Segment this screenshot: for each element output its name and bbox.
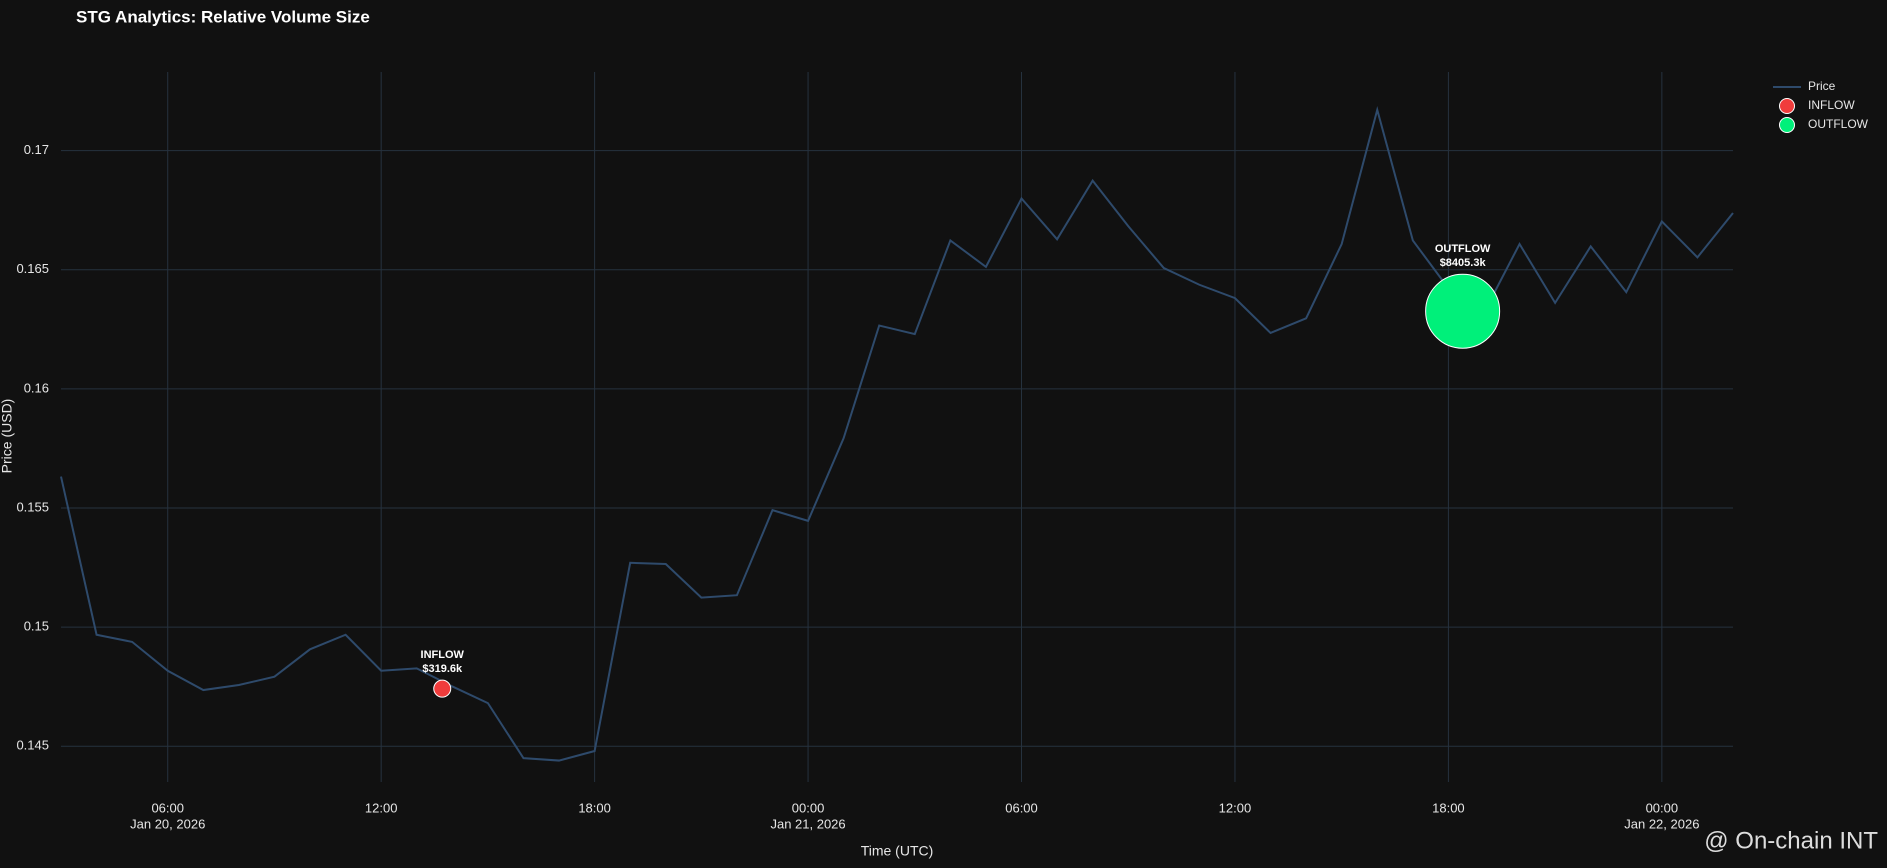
bubble-label: $319.6k (422, 663, 463, 675)
volume-bubble (433, 679, 452, 698)
y-tick-label: 0.155 (16, 499, 49, 514)
bubble-label: $8405.3k (1440, 257, 1487, 269)
x-axis-label: Time (UTC) (861, 843, 934, 859)
legend-label: INFLOW (1808, 98, 1855, 112)
y-tick-label: 0.15 (24, 619, 49, 634)
y-tick-label: 0.165 (16, 261, 49, 276)
x-tick-label: 18:00 (578, 800, 611, 815)
x-tick-date: Jan 22, 2026 (1624, 816, 1699, 831)
legend-label: OUTFLOW (1808, 117, 1869, 131)
watermark: @ On-chain INT (1704, 827, 1878, 854)
x-tick-label: 00:00 (1646, 800, 1679, 815)
legend-swatch (1779, 117, 1795, 133)
x-tick-label: 06:00 (151, 800, 184, 815)
bubble-name: OUTFLOW (1435, 243, 1491, 255)
bubble-name: INFLOW (421, 649, 465, 661)
legend-swatch (1779, 98, 1795, 114)
y-axis-label: Price (USD) (0, 399, 15, 474)
x-tick-date: Jan 21, 2026 (770, 816, 845, 831)
x-tick-label: 12:00 (365, 800, 398, 815)
volume-bubble (1425, 273, 1501, 349)
y-tick-label: 0.17 (24, 142, 49, 157)
x-tick-label: 12:00 (1219, 800, 1252, 815)
y-tick-label: 0.16 (24, 380, 49, 395)
y-tick-label: 0.145 (16, 738, 49, 753)
x-tick-date: Jan 20, 2026 (130, 816, 205, 831)
x-tick-label: 00:00 (792, 800, 825, 815)
x-tick-label: 06:00 (1005, 800, 1038, 815)
x-tick-label: 18:00 (1432, 800, 1465, 815)
chart-title: STG Analytics: Relative Volume Size (76, 7, 370, 26)
legend-label: Price (1808, 79, 1836, 93)
